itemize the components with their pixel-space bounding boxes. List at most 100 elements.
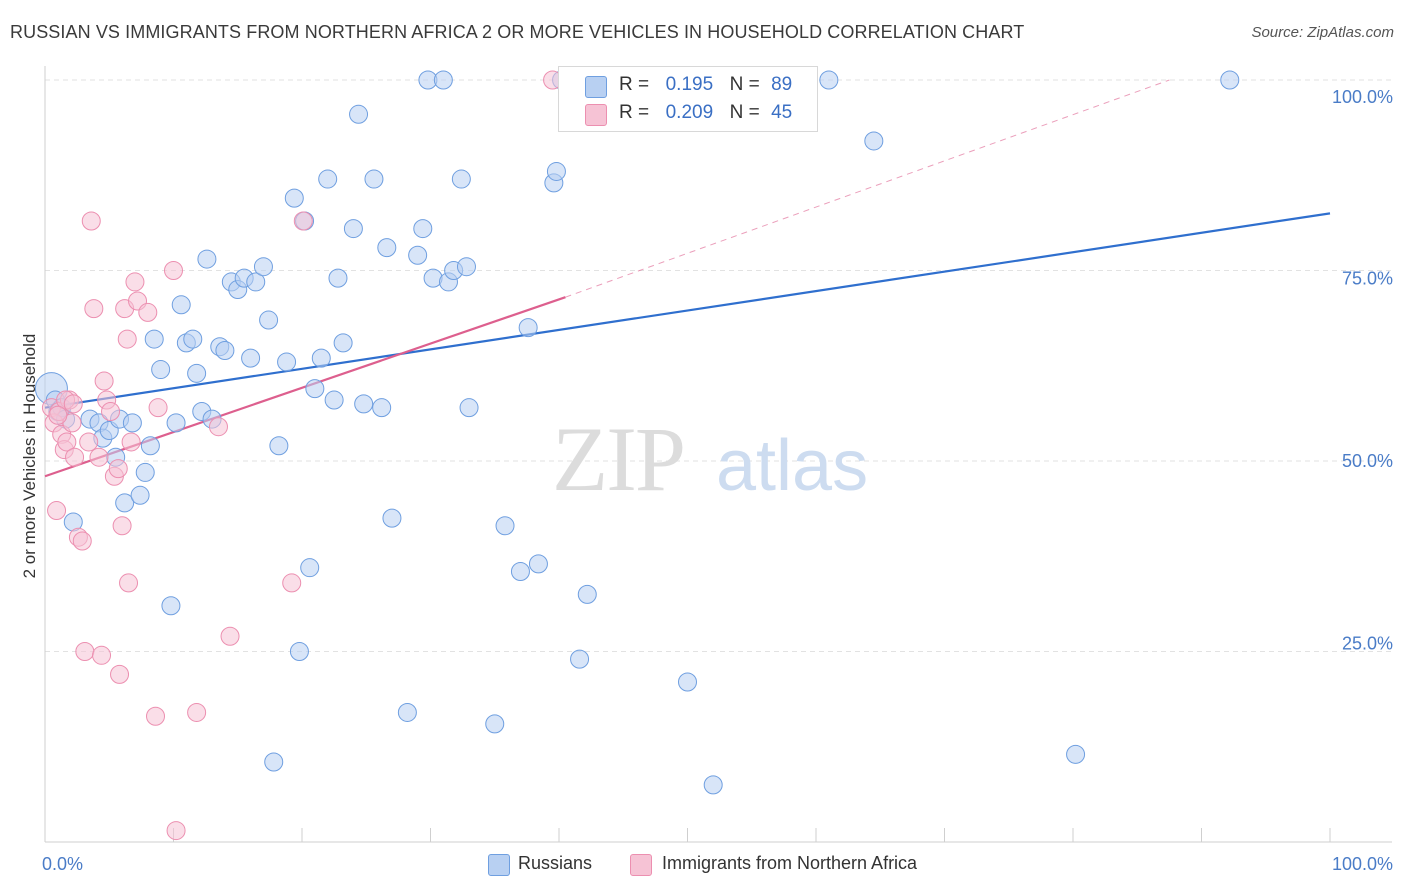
russians-point xyxy=(253,257,273,277)
russians-point xyxy=(241,348,261,368)
russians-point xyxy=(349,104,369,124)
immigrants-point xyxy=(89,447,109,467)
russians-point xyxy=(305,379,325,399)
y-tick-label: 50.0% xyxy=(1342,451,1393,471)
russians-point xyxy=(122,413,142,433)
immigrants-trend-line xyxy=(44,296,566,478)
legend-n-label: N = xyxy=(729,74,760,95)
russians-point xyxy=(215,341,235,361)
immigrants-point xyxy=(148,398,168,418)
russians-point xyxy=(284,188,304,208)
russians-point xyxy=(135,462,155,482)
russians-point xyxy=(259,310,279,330)
russians-point xyxy=(140,436,160,456)
russians-point xyxy=(277,352,297,372)
russians-point xyxy=(510,561,530,581)
series-label-russians: Russians xyxy=(518,853,593,873)
series-swatch-immigrants xyxy=(630,854,652,876)
immigrants-trend-extension xyxy=(565,79,1170,298)
russians-point xyxy=(333,333,353,353)
russians-point xyxy=(311,348,331,368)
axes xyxy=(44,66,1392,843)
immigrants-point xyxy=(293,211,313,231)
russians-point xyxy=(161,596,181,616)
russians-point xyxy=(678,672,697,692)
russians-point xyxy=(456,257,476,277)
russians-point xyxy=(328,268,348,288)
x-tick-label-min: 0.0% xyxy=(42,854,83,874)
y-tick-label: 100.0% xyxy=(1332,87,1393,107)
russians-point xyxy=(408,245,428,265)
watermark-atlas: atlas xyxy=(716,426,868,506)
immigrants-point xyxy=(47,501,67,521)
immigrants-point xyxy=(65,447,85,467)
immigrants-point xyxy=(57,432,77,452)
immigrants-point xyxy=(125,272,145,292)
russians-point xyxy=(318,169,338,189)
legend-n-value-russians: 89 xyxy=(771,74,793,95)
russians-point xyxy=(372,398,392,418)
series-swatch-russians xyxy=(488,854,510,876)
russians-point xyxy=(197,249,217,269)
russians-point xyxy=(130,485,150,505)
immigrants-point xyxy=(138,302,158,322)
legend-r-value-russians: 0.195 xyxy=(665,74,714,95)
russians-point xyxy=(382,508,402,528)
russians-point xyxy=(151,360,171,380)
legend-n-value-immigrants: 45 xyxy=(771,102,793,123)
russians-point xyxy=(1066,744,1086,764)
russians-point xyxy=(324,390,344,410)
immigrants-point xyxy=(81,211,101,231)
immigrants-point xyxy=(146,706,166,726)
immigrants-point xyxy=(84,299,104,319)
immigrants-point xyxy=(121,432,141,452)
russians-point xyxy=(570,649,590,669)
legend-n-label: N = xyxy=(729,102,760,123)
russians-point xyxy=(819,70,839,90)
source-credit: Source: ZipAtlas.com xyxy=(1251,24,1394,41)
immigrants-point xyxy=(164,261,183,280)
watermark-zip: ZIP xyxy=(552,408,684,510)
y-tick-label: 25.0% xyxy=(1342,634,1393,654)
y-tick-label: 75.0% xyxy=(1342,269,1393,289)
immigrants-point xyxy=(101,401,121,421)
russians-point xyxy=(183,329,203,349)
russians-point xyxy=(518,318,538,338)
immigrants-point xyxy=(75,642,95,661)
russians-point xyxy=(451,169,471,189)
immigrants-point xyxy=(208,417,228,437)
legend-swatch-russians xyxy=(585,76,607,98)
immigrants-point xyxy=(282,573,302,593)
legend-r-label: R = xyxy=(619,74,650,95)
immigrants-point xyxy=(119,573,139,593)
legend-swatch-immigrants xyxy=(585,104,607,126)
russians-point xyxy=(577,584,597,604)
immigrants-point xyxy=(117,329,137,349)
legend-r-value-immigrants: 0.209 xyxy=(665,102,714,123)
russians-point xyxy=(459,398,479,418)
tick-labels: 100.0% 75.0% 50.0% 25.0% 0.0% 100.0% xyxy=(42,87,1393,874)
russians-point xyxy=(246,272,266,292)
immigrants-point xyxy=(79,432,99,452)
immigrants-point xyxy=(220,626,240,646)
russians-point xyxy=(343,219,363,239)
chart-title: RUSSIAN VS IMMIGRANTS FROM NORTHERN AFRI… xyxy=(10,22,1025,42)
immigrants-point xyxy=(110,664,130,684)
russians-point xyxy=(171,295,191,315)
immigrants-point xyxy=(94,371,114,391)
immigrants-point xyxy=(187,702,207,722)
immigrants-point xyxy=(48,405,68,425)
russians-point xyxy=(528,554,548,574)
stats-legend: R = 0.195 N = 89 R = 0.209 N = 45 xyxy=(558,66,818,132)
immigrants-point xyxy=(63,394,83,414)
russians-point xyxy=(864,131,884,151)
russians-point xyxy=(300,558,320,578)
russians-point xyxy=(289,642,309,661)
russians-point xyxy=(397,702,417,722)
russians-point xyxy=(703,775,723,795)
immigrants-point xyxy=(72,531,92,551)
russians-point xyxy=(264,752,284,772)
russians-point xyxy=(166,413,186,433)
russians-point xyxy=(115,493,135,513)
